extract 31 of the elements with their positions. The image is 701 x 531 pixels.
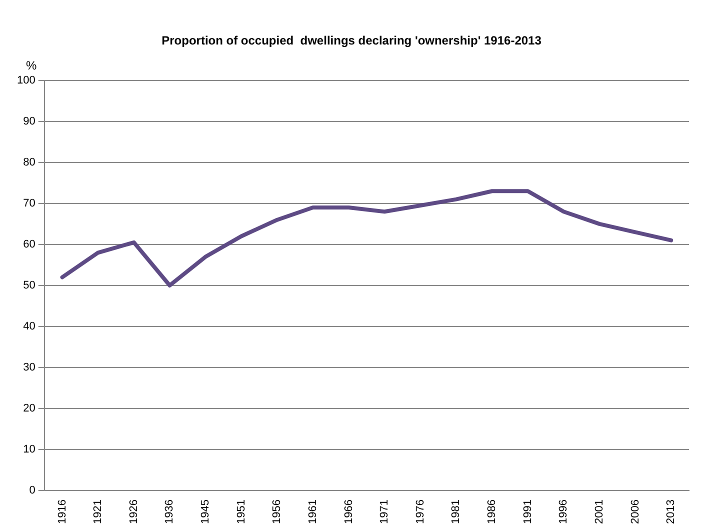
y-tick-label: 100 — [16, 74, 36, 86]
x-tick-label: 1936 — [164, 500, 176, 524]
y-tick-label: 60 — [23, 238, 36, 250]
x-tick-label: 2013 — [665, 500, 678, 524]
y-tick-label: 20 — [23, 402, 36, 415]
y-tick-label: 80 — [23, 156, 36, 168]
y-tick-label: 30 — [23, 362, 36, 374]
y-tick-label: 0 — [29, 484, 36, 497]
x-tick-label: 1916 — [56, 500, 68, 524]
x-tick-label: 1926 — [128, 500, 140, 524]
chart-title: Proportion of occupied dwellings declaring 'ownership' 1916-2013 — [162, 34, 542, 48]
y-tick-label: 40 — [23, 320, 36, 333]
x-tick-label: 1961 — [306, 500, 319, 524]
x-tick-label: 1956 — [271, 500, 284, 524]
y-tick-label: 50 — [23, 279, 36, 292]
x-tick-label: 1986 — [486, 500, 498, 524]
x-tick-label: 1976 — [414, 500, 426, 524]
x-tick-label: 2006 — [629, 500, 642, 524]
x-tick-label: 1921 — [92, 500, 104, 524]
x-tick-label: 1966 — [342, 500, 355, 524]
x-tick-label: 2001 — [593, 500, 606, 524]
x-tick-label: 1951 — [235, 500, 248, 524]
x-tick-label: 1981 — [450, 500, 462, 524]
y-tick-label: 10 — [23, 444, 36, 456]
x-tick-label: 1945 — [200, 500, 212, 524]
x-tick-label: 1971 — [378, 500, 391, 524]
y-axis-title: % — [26, 58, 37, 73]
x-tick-label: 1996 — [558, 500, 570, 524]
y-tick-label: 70 — [23, 197, 36, 210]
y-tick-label: 90 — [23, 115, 36, 128]
x-tick-label: 1991 — [522, 500, 534, 524]
